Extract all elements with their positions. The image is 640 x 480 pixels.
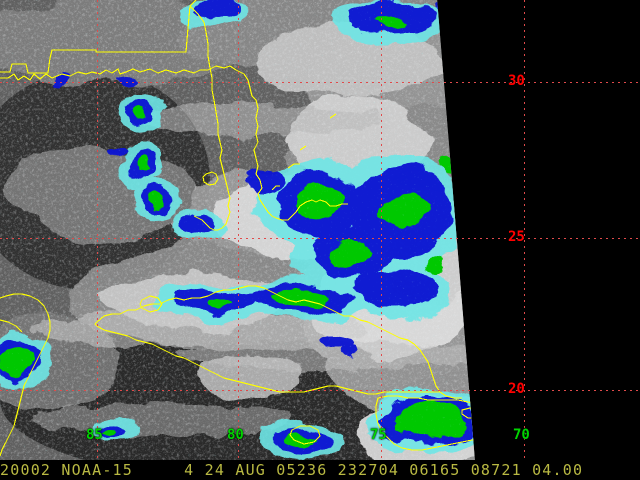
anno-frame: 08721	[470, 461, 522, 479]
coldtop-cyan-speckle	[0, 0, 470, 460]
annotation-bar: 20002 NOAA-15 4 24 AUG 05236 232704 0616…	[0, 460, 640, 480]
anno-satellite: NOAA-15	[61, 461, 134, 479]
latitude-label-25: 25	[508, 229, 525, 245]
longitude-label-70: 70	[513, 427, 530, 443]
satellite-imagery	[0, 0, 475, 460]
anno-channel: 4	[184, 461, 195, 479]
anno-day: 24	[204, 461, 226, 479]
longitude-line-70	[524, 0, 525, 460]
coastline-overlay	[0, 0, 475, 457]
anno-id: 20002	[0, 461, 52, 479]
latitude-label-20: 20	[508, 381, 525, 397]
anno-time-utc: 232704	[337, 461, 400, 479]
latitude-label-30: 30	[508, 73, 525, 89]
anno-orbit: 06165	[409, 461, 461, 479]
anno-julian-day: 05236	[276, 461, 328, 479]
anno-resolution: 04.00	[532, 461, 584, 479]
anno-month: AUG	[235, 461, 267, 479]
satellite-swath	[0, 0, 475, 460]
